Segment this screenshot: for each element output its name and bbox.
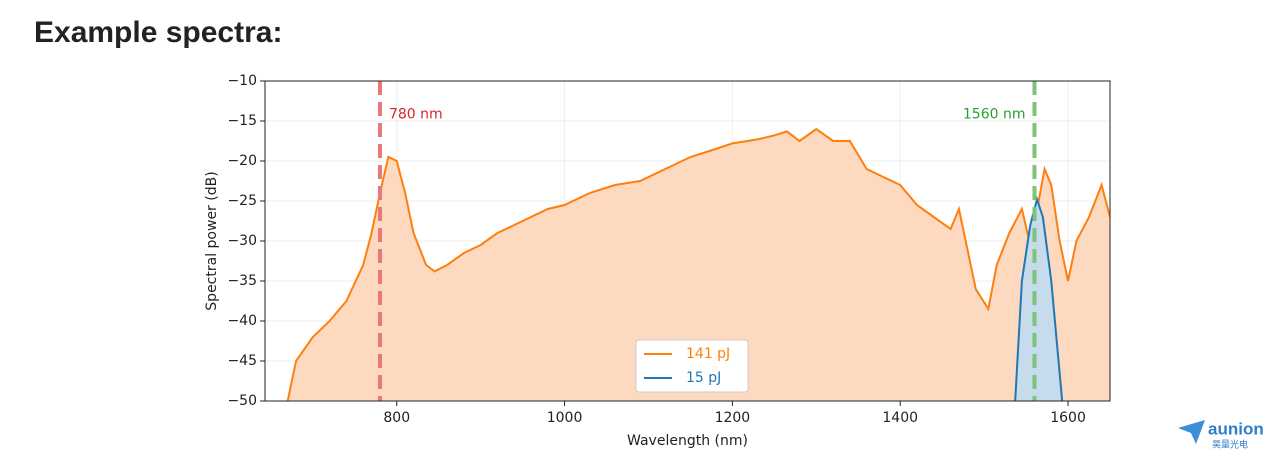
- x-tick-label: 1000: [547, 410, 583, 426]
- y-tick-label: −40: [227, 313, 257, 329]
- y-tick-label: −15: [227, 113, 257, 129]
- y-tick-label: −50: [227, 393, 257, 409]
- y-tick-label: −30: [227, 233, 257, 249]
- x-tick-label: 1400: [882, 410, 918, 426]
- y-tick-label: −20: [227, 153, 257, 169]
- logo-icon: [1178, 420, 1205, 444]
- y-axis-label: Spectral power (dB): [204, 171, 220, 310]
- y-tick-label: −25: [227, 193, 257, 209]
- logo-name: aunion: [1208, 419, 1264, 438]
- logo-subtitle: 昊量光电: [1212, 439, 1248, 451]
- y-tick-label: −45: [227, 353, 257, 369]
- marker-label: 1560 nm: [963, 107, 1026, 123]
- page-title: Example spectra:: [34, 16, 282, 49]
- x-tick-label: 1200: [715, 410, 751, 426]
- plot-frame: [264, 80, 1111, 402]
- x-axis-label: Wavelength (nm): [627, 433, 748, 449]
- line: [286, 127, 1110, 401]
- legend-label: 141 pJ: [686, 346, 730, 362]
- y-tick-label: −10: [227, 73, 257, 89]
- x-tick-label: 800: [383, 410, 410, 426]
- marker-label: 780 nm: [389, 107, 443, 123]
- x-tick-label: 1600: [1050, 410, 1086, 426]
- line: [1014, 195, 1064, 401]
- legend-label: 15 pJ: [686, 370, 721, 386]
- area: [287, 129, 1110, 401]
- y-tick-label: −35: [227, 273, 257, 289]
